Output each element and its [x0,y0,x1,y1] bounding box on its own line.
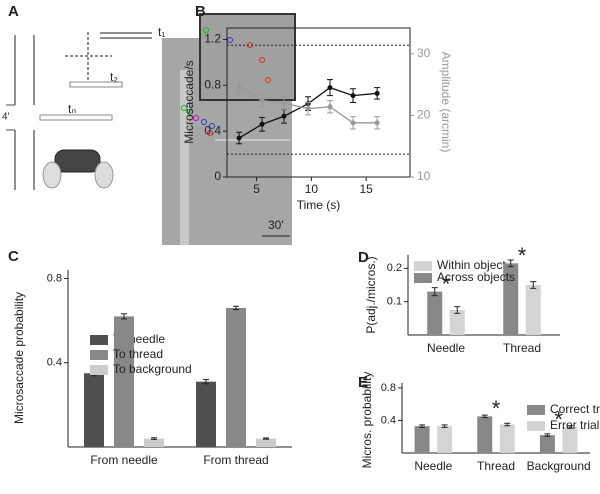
arrows [65,32,112,80]
bar [196,381,216,447]
bar [477,416,493,453]
point [281,113,287,119]
y-axis-label: P(adj./micros.) [364,256,378,333]
annotation: * [442,271,451,296]
bar [84,373,104,447]
panel-label: A [8,3,19,20]
bar [114,316,134,447]
y2-tick-label: 30 [417,46,431,60]
x-tick-label: From needle [90,453,158,467]
bar [562,426,578,453]
panel-label: B [195,3,206,20]
bar [256,438,276,447]
point [350,120,356,126]
annotation: * [492,396,501,421]
y-tick-label: 0.4 [204,123,221,137]
x-tick-label: Needle [414,459,452,473]
panel-label: D [358,249,369,266]
y2-tick-label: 20 [417,108,431,122]
y-tick-label: 1.2 [204,32,221,46]
x-tick-label: Needle [427,341,465,355]
diagram-label: 30' [268,218,284,232]
diagram-label: 4' [2,112,10,123]
panel-label: C [8,248,19,265]
legend-label: To background [113,362,192,376]
y-axis-label: Micros. probability [360,372,374,469]
y2-tick-label: 10 [417,169,431,183]
hand [42,161,62,189]
legend-label: To thread [113,347,163,361]
x-axis-label: Time (s) [297,198,341,212]
point [327,85,333,91]
point [236,83,242,89]
y2-axis-label: Amplitude (arcmin) [439,52,453,153]
plot-frame [226,27,411,178]
point [259,121,265,127]
x-tick-label: 15 [359,182,373,196]
y-tick-label: 0.4 [381,414,396,426]
legend-label: Correct trials [550,402,600,416]
y-tick-label: 0.8 [381,382,396,394]
y-axis-label: Microsaccade/s [182,60,196,143]
gaze-points [181,27,271,136]
legend-swatch [90,365,108,375]
legend-swatch [414,273,432,283]
bar [525,285,541,335]
bar [499,424,515,453]
bar [39,114,113,121]
y-tick-label: 0.2 [387,262,402,274]
point [327,104,333,110]
bar [144,438,164,447]
bar [503,263,519,335]
x-tick-label: Background [527,459,591,473]
hand [94,161,114,189]
x-tick-label: Thread [477,459,515,473]
legend-swatch [90,350,108,360]
bar [437,426,453,453]
panel-label: E [358,374,368,391]
legend-swatch [527,405,545,415]
legend-swatch [90,335,108,345]
legend-label: Within object [437,258,506,272]
annotation: * [518,243,527,268]
y-tick-label: 0.1 [387,296,402,308]
diagram-label: t₂ [110,70,118,84]
gamepad [54,149,101,173]
point [259,98,265,104]
bar [427,291,443,335]
y-tick-label: 0 [214,169,221,183]
bar [69,81,123,88]
y-tick-label: 0.8 [47,272,62,284]
point [305,106,311,112]
point [350,93,356,99]
needle [180,70,189,245]
legend-swatch [414,261,432,271]
point [281,100,287,106]
point [236,135,242,141]
point [374,120,380,126]
x-tick-label: 10 [305,182,319,196]
diagram-label: tₙ [68,102,76,116]
bar [414,426,430,453]
point [374,90,380,96]
legend-label: Error trials [550,418,600,432]
panel-a [6,32,152,190]
y-tick-label: 0.4 [47,357,62,369]
bar [449,310,465,335]
y-tick-label: 0.8 [204,77,221,91]
bar [226,307,246,447]
annotation: * [554,407,563,432]
y-axis-label: Microsaccade probability [12,292,26,424]
x-tick-label: 5 [253,182,260,196]
legend-label: Across objects [437,270,515,284]
diagram-label: t₁ [158,25,165,39]
x-tick-label: Thread [503,341,541,355]
legend-swatch [527,421,545,431]
bar [539,435,555,453]
x-tick-label: From thread [203,453,268,467]
